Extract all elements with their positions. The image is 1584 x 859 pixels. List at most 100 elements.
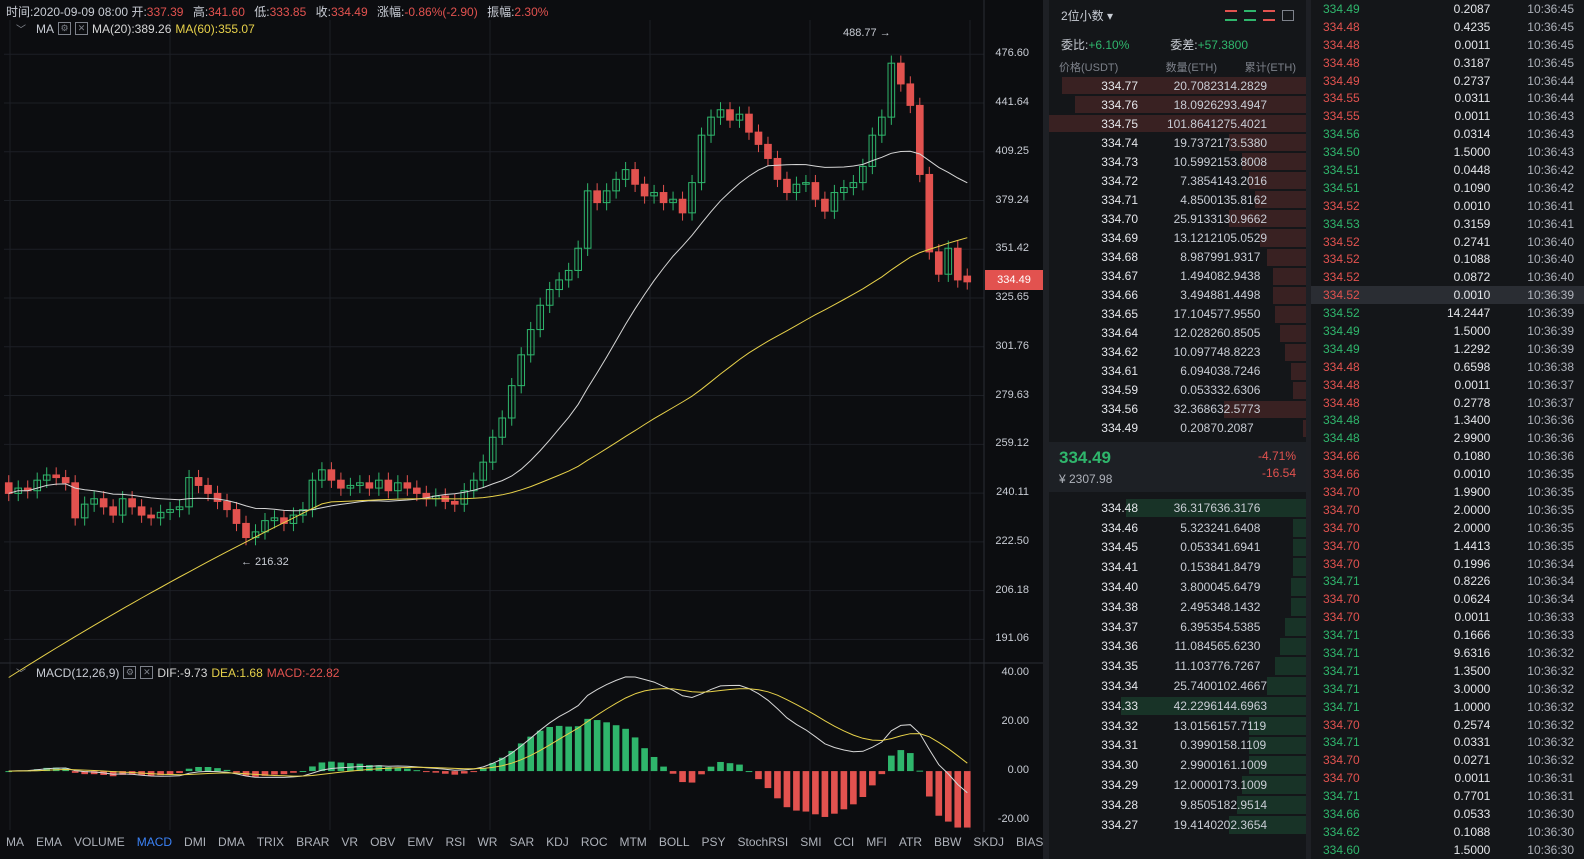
- bid-row[interactable]: 334.33 42.2296 144.6963: [1049, 696, 1306, 716]
- ask-row[interactable]: 334.67 1.4940 82.9438: [1049, 267, 1306, 286]
- pane-divider[interactable]: [1306, 0, 1312, 859]
- ask-row[interactable]: 334.77 20.7082 314.2829: [1049, 76, 1306, 95]
- trade-amount: 14.2447: [1446, 306, 1491, 321]
- indicator-tab-brar[interactable]: BRAR: [296, 835, 330, 849]
- indicator-tab-kdj[interactable]: KDJ: [546, 835, 569, 849]
- macd-histogram-bar: [698, 771, 705, 775]
- close-icon[interactable]: ✕: [140, 666, 154, 679]
- indicator-tab-trix[interactable]: TRIX: [256, 835, 285, 849]
- indicator-tab-bbw[interactable]: BBW: [934, 835, 962, 849]
- bid-row[interactable]: 334.48 36.3176 36.3176: [1049, 498, 1306, 518]
- macd-histogram-bar: [366, 765, 373, 772]
- ask-row[interactable]: 334.76 18.0926 293.4947: [1049, 95, 1306, 114]
- indicator-tab-obv[interactable]: OBV: [370, 835, 396, 849]
- indicator-tab-macd[interactable]: MACD: [136, 835, 173, 849]
- ask-row[interactable]: 334.75 101.8641 275.4021: [1049, 114, 1306, 133]
- ask-row[interactable]: 334.56 32.3686 32.5773: [1049, 400, 1306, 419]
- ask-row[interactable]: 334.70 25.9133 130.9662: [1049, 209, 1306, 228]
- indicator-tab-volume[interactable]: VOLUME: [74, 835, 125, 849]
- indicator-tab-stochrsi[interactable]: StochRSI: [737, 835, 789, 849]
- ask-row[interactable]: 334.66 3.4948 81.4498: [1049, 286, 1306, 305]
- order-book: 2位小数 ▾ 委比:+6.10% 委差:+57.3800 价格(USDT) 数量…: [1049, 0, 1306, 859]
- indicator-tab-wr[interactable]: WR: [477, 835, 498, 849]
- ask-row[interactable]: 334.68 8.9879 91.9317: [1049, 248, 1306, 267]
- ask-row[interactable]: 334.73 10.5992 153.8008: [1049, 152, 1306, 171]
- asks-view-icon[interactable]: [1263, 9, 1275, 21]
- candle-body: [707, 116, 715, 136]
- indicator-tab-smi[interactable]: SMI: [800, 835, 822, 849]
- indicator-tab-bias[interactable]: BIAS: [1016, 835, 1044, 849]
- bid-row[interactable]: 334.29 12.0000 173.1009: [1049, 775, 1306, 795]
- depth-bar: [1049, 115, 1306, 133]
- depth-bar: [1249, 756, 1306, 775]
- depth-bar: [1303, 419, 1306, 437]
- indicator-tab-atr[interactable]: ATR: [898, 835, 923, 849]
- candle-body: [517, 354, 526, 387]
- bid-row[interactable]: 334.28 9.8505 182.9514: [1049, 795, 1306, 815]
- bid-row[interactable]: 334.37 6.3953 54.5385: [1049, 617, 1306, 637]
- indicator-tab-boll[interactable]: BOLL: [658, 835, 690, 849]
- collapse-chevron-icon[interactable]: ﹀: [16, 669, 26, 680]
- bid-row[interactable]: 334.34 25.7400 102.4667: [1049, 676, 1306, 696]
- bid-price: 334.41: [1101, 560, 1138, 575]
- indicator-tab-roc[interactable]: ROC: [580, 835, 608, 849]
- close-icon[interactable]: ✕: [75, 22, 88, 35]
- bid-row[interactable]: 334.35 11.1037 76.7267: [1049, 656, 1306, 676]
- collapse-chevron-icon[interactable]: ﹀: [16, 25, 26, 36]
- bid-row[interactable]: 334.45 0.0533 41.6941: [1049, 538, 1306, 558]
- indicator-tab-sar[interactable]: SAR: [509, 835, 535, 849]
- bid-row[interactable]: 334.30 2.9900 161.1009: [1049, 755, 1306, 775]
- trade-amount: 0.0271: [1453, 753, 1491, 768]
- ask-amount: 10.5992: [1173, 154, 1217, 169]
- trade-amount: 1.4413: [1453, 538, 1491, 553]
- ask-row[interactable]: 334.65 17.1045 77.9550: [1049, 305, 1306, 324]
- ask-total: 77.9550: [1217, 307, 1261, 322]
- ask-row[interactable]: 334.61 6.0940 38.7246: [1049, 362, 1306, 381]
- indicator-tab-ma[interactable]: MA: [6, 835, 24, 849]
- ask-row[interactable]: 334.74 19.7372 173.5380: [1049, 133, 1306, 152]
- expand-icon[interactable]: [1282, 9, 1294, 21]
- indicator-tab-ema[interactable]: EMA: [36, 835, 63, 849]
- trade-price: 334.50: [1323, 145, 1360, 160]
- indicator-tab-psy[interactable]: PSY: [701, 835, 726, 849]
- ask-row[interactable]: 334.64 12.0282 60.8505: [1049, 324, 1306, 343]
- bids-view-icon[interactable]: [1244, 9, 1256, 21]
- indicator-tab-rsi[interactable]: RSI: [445, 835, 466, 849]
- trade-row: 334.71 0.7701 10:36:31: [1311, 787, 1584, 805]
- bid-row[interactable]: 334.41 0.1538 41.8479: [1049, 557, 1306, 577]
- trade-amount: 0.1088: [1453, 824, 1491, 839]
- settings-icon[interactable]: ⚙: [123, 666, 137, 679]
- ask-row[interactable]: 334.49 0.2087 0.2087: [1049, 419, 1306, 438]
- ask-row[interactable]: 334.69 13.1212 105.0529: [1049, 228, 1306, 247]
- indicator-tab-dma[interactable]: DMA: [218, 835, 245, 849]
- bid-row[interactable]: 334.40 3.8000 45.6479: [1049, 577, 1306, 597]
- ask-row[interactable]: 334.59 0.0533 32.6306: [1049, 381, 1306, 400]
- ask-row[interactable]: 334.71 4.8500 135.8162: [1049, 190, 1306, 209]
- bid-row[interactable]: 334.31 0.3990 158.1109: [1049, 736, 1306, 756]
- indicator-tab-skdj[interactable]: SKDJ: [973, 835, 1005, 849]
- kline-chart[interactable]: [0, 0, 1043, 859]
- indicator-tab-mfi[interactable]: MFI: [866, 835, 887, 849]
- settings-icon[interactable]: ⚙: [58, 22, 71, 35]
- ask-amount: 101.8641: [1166, 116, 1217, 131]
- indicator-tab-vr[interactable]: VR: [341, 835, 359, 849]
- trade-amount: 0.8226: [1453, 574, 1491, 589]
- bid-row[interactable]: 334.46 5.3232 41.6408: [1049, 518, 1306, 538]
- bid-row[interactable]: 334.27 19.4140 202.3654: [1049, 815, 1306, 835]
- chart-pane[interactable]: 时间:2020-09-09 08:00 开:337.39 高:341.60 低:…: [0, 0, 1043, 859]
- bid-row[interactable]: 334.36 11.0845 65.6230: [1049, 637, 1306, 657]
- precision-select[interactable]: 2位小数 ▾: [1061, 8, 1114, 23]
- bid-row[interactable]: 334.38 2.4953 48.1432: [1049, 597, 1306, 617]
- both-sides-view-icon[interactable]: [1225, 9, 1237, 21]
- depth-bar: [1275, 305, 1306, 323]
- ask-row[interactable]: 334.62 10.0977 48.8223: [1049, 343, 1306, 362]
- indicator-tab-cci[interactable]: CCI: [833, 835, 855, 849]
- order-book-columns: 价格(USDT) 数量(ETH) 累计(ETH): [1049, 58, 1306, 76]
- ask-row[interactable]: 334.72 7.3854 143.2016: [1049, 171, 1306, 190]
- bid-row[interactable]: 334.32 13.0156 157.7119: [1049, 716, 1306, 736]
- indicator-tab-dmi[interactable]: DMI: [184, 835, 207, 849]
- trade-row: 334.71 0.0331 10:36:32: [1311, 734, 1584, 752]
- pane-divider[interactable]: [1043, 0, 1049, 859]
- indicator-tab-emv[interactable]: EMV: [407, 835, 434, 849]
- indicator-tab-mtm[interactable]: MTM: [619, 835, 647, 849]
